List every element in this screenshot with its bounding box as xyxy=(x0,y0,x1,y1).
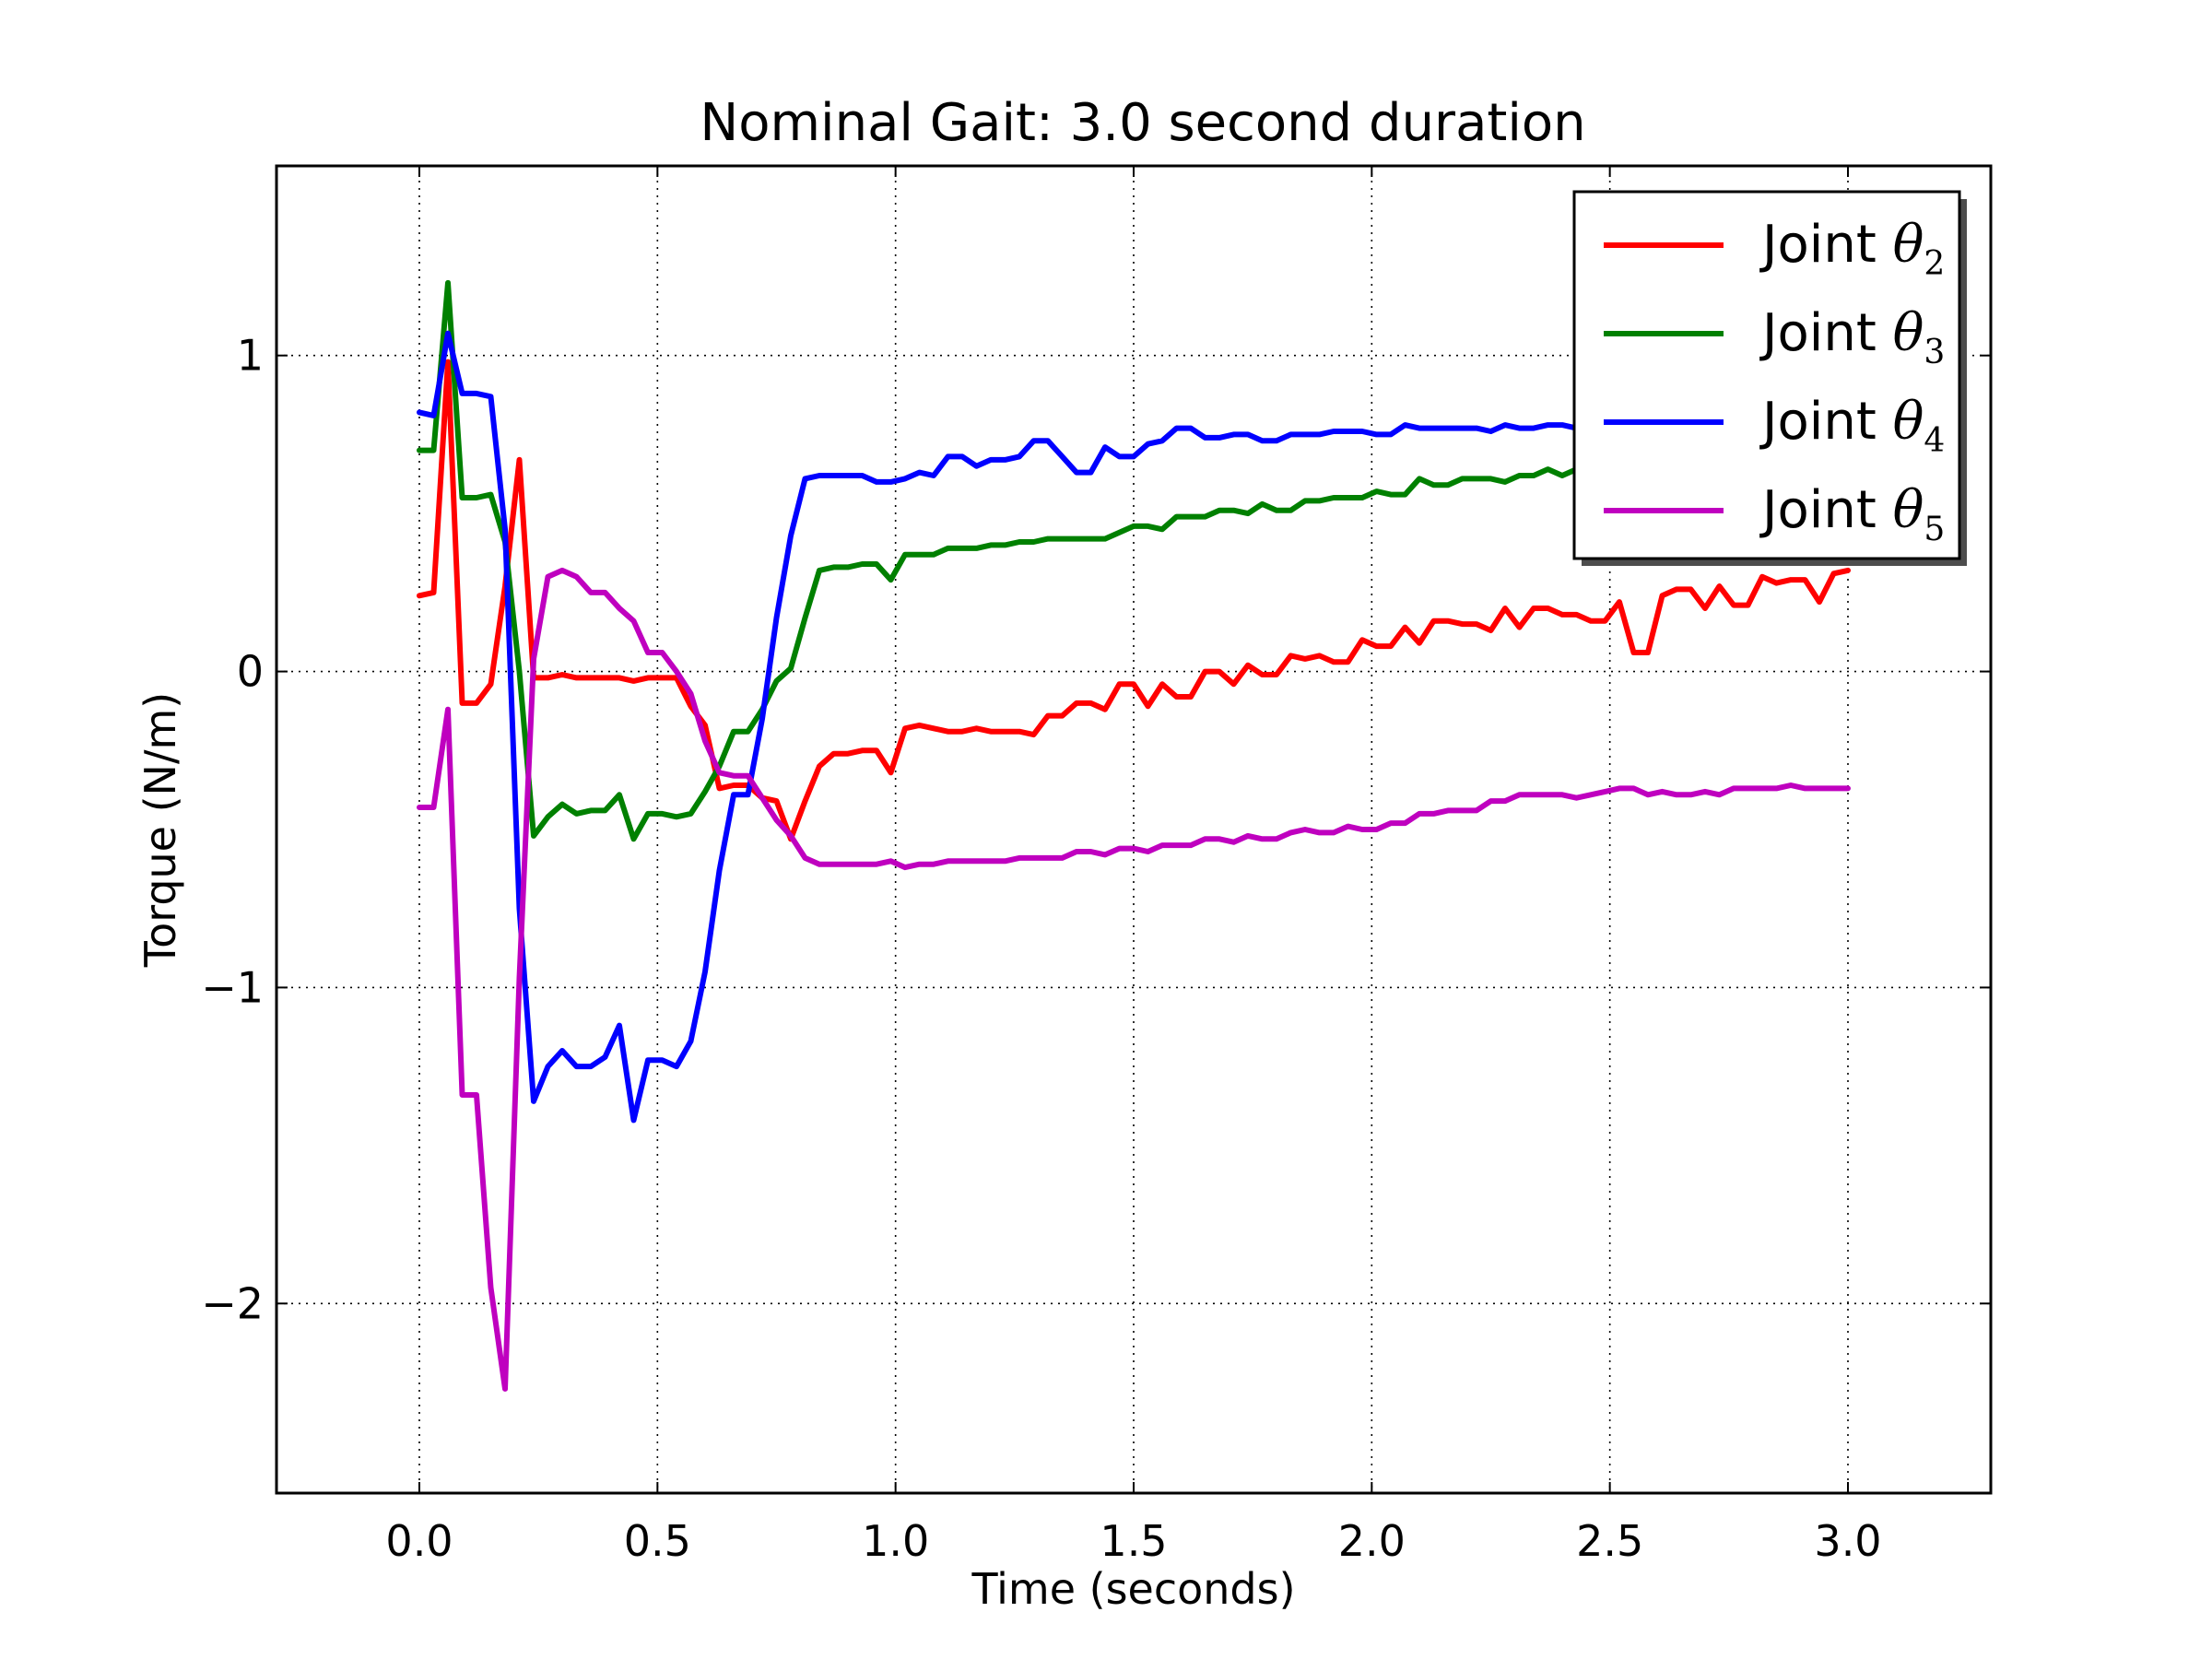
x-tick-label: 0.0 xyxy=(385,1516,453,1566)
x-tick-label: 2.0 xyxy=(1338,1516,1406,1566)
legend-entry-label: Joint θ5 xyxy=(1759,480,1945,548)
x-tick-label: 3.0 xyxy=(1814,1516,1881,1566)
legend-entry-symbol: θ xyxy=(1893,303,1924,363)
legend-entry-label: Joint θ4 xyxy=(1759,392,1945,460)
series-line-5 xyxy=(417,567,1851,1392)
series-line-2 xyxy=(417,359,1851,842)
chart-title: Nominal Gait: 3.0 second duration xyxy=(700,93,1585,153)
x-tick-label: 1.5 xyxy=(1100,1516,1167,1566)
legend-entry-subscript: 3 xyxy=(1924,334,1945,371)
x-axis-label: Time (seconds) xyxy=(971,1564,1295,1614)
x-axis: 0.0 0.5 1.0 1.5 2.0 2.5 3.0 xyxy=(385,166,1882,1566)
legend-entry-label: Joint θ3 xyxy=(1759,303,1945,371)
legend-entry-symbol: θ xyxy=(1893,215,1924,275)
legend-entry-symbol: θ xyxy=(1893,392,1924,452)
x-tick-label: 0.5 xyxy=(624,1516,691,1566)
x-tick-label: 2.5 xyxy=(1576,1516,1643,1566)
legend-entry-label: Joint θ2 xyxy=(1759,215,1945,283)
y-tick-label: −1 xyxy=(201,962,264,1012)
y-tick-label: 0 xyxy=(237,647,264,697)
legend-entry-text: Joint xyxy=(1759,392,1893,452)
legend-entry-symbol: θ xyxy=(1893,480,1924,540)
legend-entry-text: Joint xyxy=(1759,303,1893,363)
legend-entry-subscript: 4 xyxy=(1924,422,1945,460)
legend-entry-text: Joint xyxy=(1759,480,1893,540)
gridlines xyxy=(276,166,1991,1493)
y-tick-label: −2 xyxy=(201,1278,264,1328)
legend-entry-subscript: 5 xyxy=(1924,511,1945,548)
legend-box xyxy=(1572,190,1961,560)
x-tick-label: 1.0 xyxy=(862,1516,929,1566)
y-tick-label: 1 xyxy=(237,331,264,381)
legend-entry-subscript: 2 xyxy=(1924,245,1945,283)
y-axis-label: Torque (N/m) xyxy=(135,692,185,968)
y-axis: −2 −1 0 1 xyxy=(201,331,1991,1328)
legend-entry-text: Joint xyxy=(1759,215,1893,275)
